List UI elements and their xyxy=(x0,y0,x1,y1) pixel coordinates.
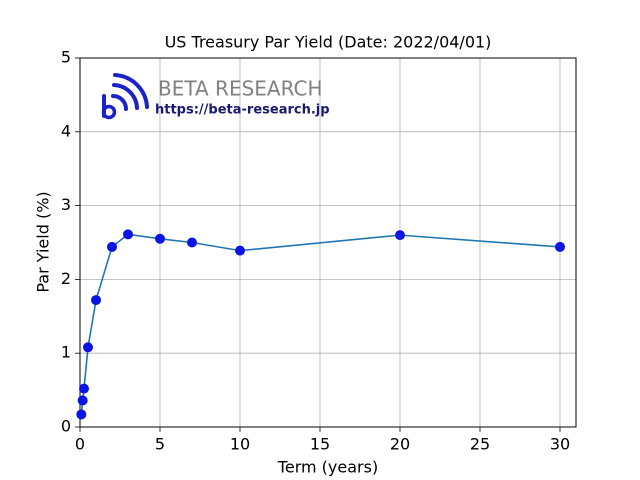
y-tick-label: 0 xyxy=(61,417,71,436)
logo-arc xyxy=(112,83,139,110)
logo-url: https://beta-research.jp xyxy=(155,103,330,118)
data-point xyxy=(77,395,88,406)
y-tick-label: 3 xyxy=(61,195,71,214)
chart-title: US Treasury Par Yield (Date: 2022/04/01) xyxy=(165,33,492,52)
data-point xyxy=(91,295,101,306)
data-point xyxy=(395,230,405,241)
y-axis-label: Par Yield (%) xyxy=(34,191,53,292)
x-tick-label: 10 xyxy=(230,435,250,454)
data-point xyxy=(107,241,117,252)
data-point xyxy=(79,383,89,394)
data-point xyxy=(76,409,87,420)
logo-arc xyxy=(113,73,149,109)
logo-text: BETA RESEARCH xyxy=(158,77,323,101)
y-tick-label: 1 xyxy=(61,343,71,362)
logo-icon xyxy=(101,73,149,120)
data-point xyxy=(187,237,197,248)
x-tick-label: 15 xyxy=(310,435,330,454)
data-point xyxy=(235,245,245,256)
data-point xyxy=(155,233,165,244)
data-point xyxy=(83,342,93,353)
plot-frame xyxy=(79,57,577,428)
y-tick-label: 2 xyxy=(61,269,71,288)
x-tick-label: 25 xyxy=(470,435,490,454)
x-axis-label: Term (years) xyxy=(277,458,378,477)
y-tick-label: 4 xyxy=(61,121,71,140)
x-tick-label: 5 xyxy=(155,435,165,454)
logo-arc xyxy=(111,94,128,111)
x-tick-label: 30 xyxy=(550,435,570,454)
data-point xyxy=(555,241,565,252)
logo-bowl xyxy=(101,104,117,120)
x-tick-label: 0 xyxy=(75,435,85,454)
x-tick-label: 20 xyxy=(390,435,410,454)
data-point xyxy=(123,229,133,240)
y-tick-label: 5 xyxy=(61,48,71,67)
